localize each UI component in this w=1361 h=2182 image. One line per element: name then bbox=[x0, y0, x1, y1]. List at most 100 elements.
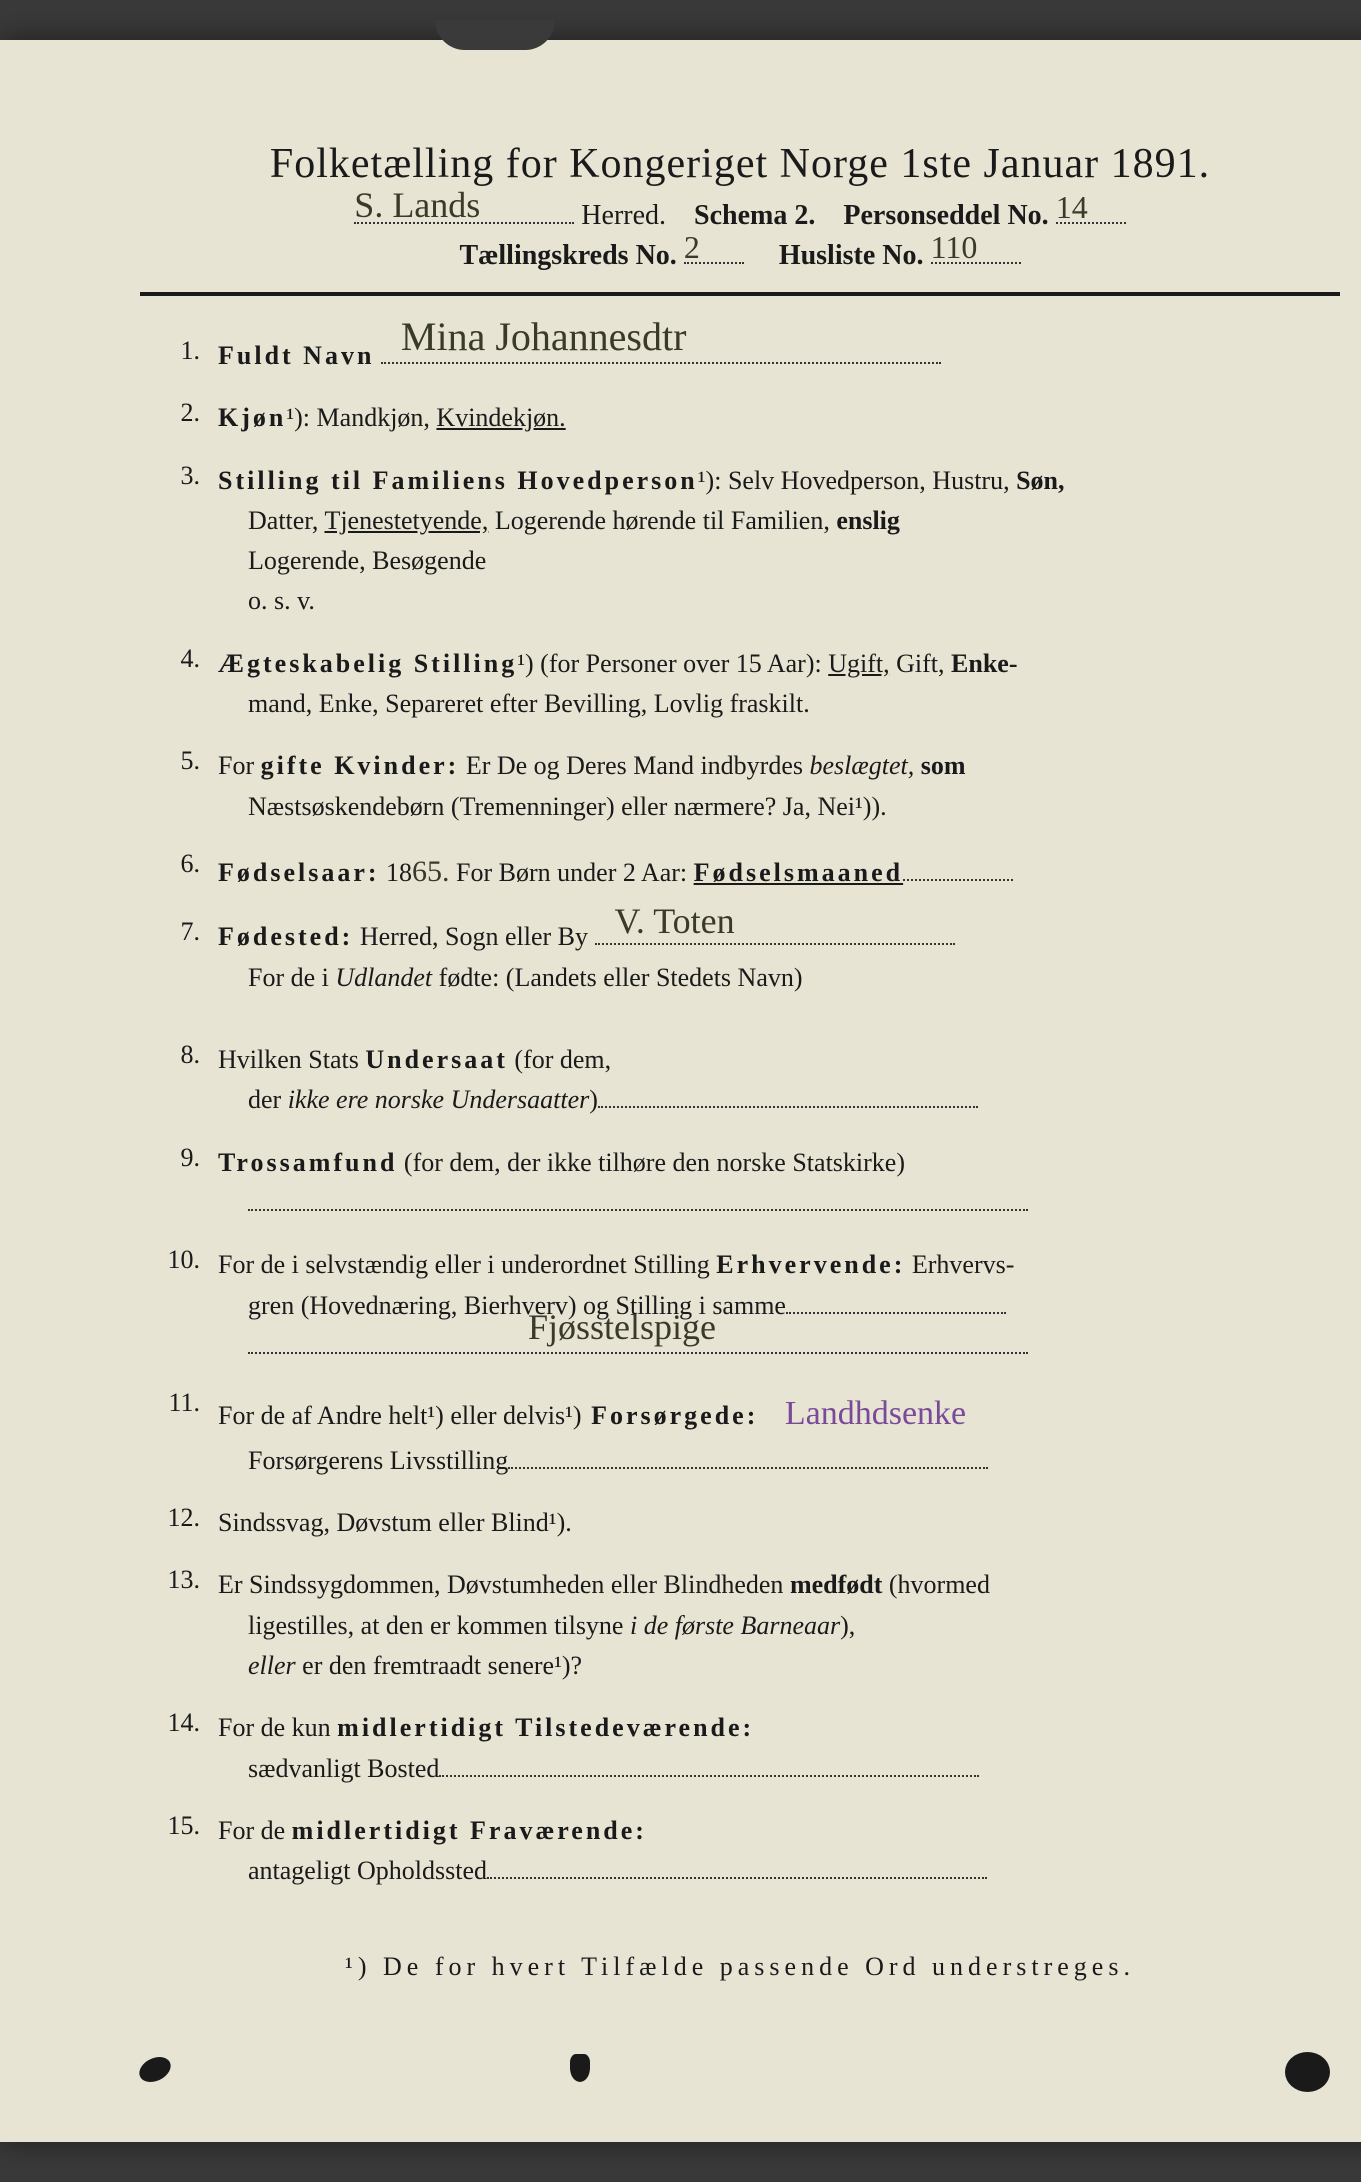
q6-text2: For Børn under 2 Aar: bbox=[450, 858, 694, 887]
q7-handwritten: V. Toten bbox=[615, 894, 735, 950]
q11-text2: eller delvis bbox=[444, 1401, 565, 1430]
q13-text1: Er Sindssygdommen, Døvstumheden eller Bl… bbox=[218, 1570, 790, 1599]
q6-prefix: 18 bbox=[380, 858, 413, 887]
ink-blob bbox=[570, 2054, 590, 2082]
personseddel-label: Personseddel No. bbox=[843, 200, 1048, 231]
q3-enslig: enslig bbox=[836, 506, 900, 535]
body-2: Kjøn¹): Mandkjøn, Kvindekjøn. bbox=[218, 398, 1340, 438]
num-11: 11. bbox=[140, 1388, 218, 1481]
divider bbox=[140, 292, 1340, 296]
q7-udl: Udlandet bbox=[335, 963, 432, 992]
num-13: 13. bbox=[140, 1565, 218, 1686]
body-14: For de kun midlertidigt Tilstedeværende:… bbox=[218, 1708, 1340, 1789]
q15-mid: midlertidigt Fraværende: bbox=[292, 1816, 647, 1845]
q11-field bbox=[508, 1467, 988, 1469]
sup1-4: ¹) bbox=[517, 649, 533, 678]
item-4: 4. Ægteskabelig Stilling¹) (for Personer… bbox=[140, 644, 1340, 725]
q10-field1 bbox=[786, 1312, 1006, 1314]
census-form-page: Folketælling for Kongeriget Norge 1ste J… bbox=[0, 40, 1361, 2142]
q7-text3: fødte: (Landets eller Stedets Navn) bbox=[432, 963, 802, 992]
item-1: 1. Fuldt Navn Mina Johannesdtr bbox=[140, 336, 1340, 376]
num-8: 8. bbox=[140, 1040, 218, 1121]
sup1-12: ¹) bbox=[549, 1508, 565, 1537]
q14-cont: sædvanligt Bosted bbox=[218, 1749, 1340, 1789]
q7-text2: For de i bbox=[248, 963, 335, 992]
body-5: For gifte Kvinder: Er De og Deres Mand i… bbox=[218, 746, 1340, 827]
q4-text1: (for Personer over 15 Aar): bbox=[534, 649, 829, 678]
q9-text: (for dem, der ikke tilhøre den norske St… bbox=[397, 1148, 905, 1177]
q10-text2: Erhvervs- bbox=[905, 1250, 1014, 1279]
q3-son: Søn, bbox=[1016, 466, 1064, 495]
personseddel-field: 14 bbox=[1056, 222, 1126, 224]
ink-blob bbox=[135, 2057, 174, 2082]
q8-ital: ikke ere norske Undersaatter bbox=[288, 1085, 590, 1114]
husliste-field: 110 bbox=[931, 262, 1021, 264]
schema-label: Schema 2. bbox=[694, 200, 815, 231]
q13-text3: ligestilles, at den er kommen tilsyne bbox=[248, 1611, 630, 1640]
q4-label: Ægteskabelig Stilling bbox=[218, 649, 517, 678]
q7-cont: For de i Udlandet fødte: (Landets eller … bbox=[218, 958, 1340, 998]
q13-text4: ), bbox=[840, 1611, 855, 1640]
num-5: 5. bbox=[140, 746, 218, 827]
q13-cont1: ligestilles, at den er kommen tilsyne i … bbox=[218, 1606, 1340, 1646]
q15-text1: For de bbox=[218, 1816, 292, 1845]
num-10: 10. bbox=[140, 1245, 218, 1366]
q4-ugift: Ugift, bbox=[828, 649, 889, 678]
num-4: 4. bbox=[140, 644, 218, 725]
item-7: 7. Fødested: Herred, Sogn eller By V. To… bbox=[140, 917, 1340, 998]
q7-label: Fødested: bbox=[218, 922, 353, 951]
q13-text5: er den fremtraadt senere bbox=[296, 1651, 554, 1680]
q3-cont1: Datter, Tjenestetyende, Logerende hørend… bbox=[218, 501, 1340, 541]
q9-cont bbox=[218, 1183, 1340, 1223]
item-5: 5. For gifte Kvinder: Er De og Deres Man… bbox=[140, 746, 1340, 827]
q13-cont2: eller er den fremtraadt senere¹)? bbox=[218, 1646, 1340, 1686]
q9-label: Trossamfund bbox=[218, 1148, 397, 1177]
sup1-3: ¹): bbox=[698, 466, 722, 495]
q6-handwritten: 65. bbox=[412, 849, 450, 896]
sup1-2: ¹): bbox=[286, 403, 310, 432]
q11-text3: Forsørgerens Livsstilling bbox=[248, 1446, 508, 1475]
q4-text2: Gift, bbox=[890, 649, 951, 678]
husliste-handwritten: 110 bbox=[931, 229, 978, 266]
q1-label: Fuldt Navn bbox=[218, 341, 374, 370]
body-8: Hvilken Stats Undersaat (for dem, der ik… bbox=[218, 1040, 1340, 1121]
q2-label: Kjøn bbox=[218, 403, 286, 432]
q11-fors: Forsørgede: bbox=[582, 1401, 759, 1430]
footnote: ¹) De for hvert Tilfælde passende Ord un… bbox=[140, 1952, 1340, 1982]
q10-cont2: Fjøsstelspige bbox=[218, 1326, 1340, 1366]
q8-text1: Hvilken Stats bbox=[218, 1045, 365, 1074]
body-4: Ægteskabelig Stilling¹) (for Personer ov… bbox=[218, 644, 1340, 725]
body-9: Trossamfund (for dem, der ikke tilhøre d… bbox=[218, 1143, 1340, 1224]
item-14: 14. For de kun midlertidigt Tilstedevære… bbox=[140, 1708, 1340, 1789]
herred-handwritten: S. Lands bbox=[354, 184, 480, 226]
q10-cont1: gren (Hovednæring, Bierhverv) og Stillin… bbox=[218, 1286, 1340, 1326]
q6-label: Fødselsaar: bbox=[218, 858, 380, 887]
q8-under: Undersaat bbox=[365, 1045, 508, 1074]
q10-erhv: Erhvervende: bbox=[716, 1250, 905, 1279]
q15-cont: antageligt Opholdssted bbox=[218, 1851, 1340, 1891]
body-13: Er Sindssygdommen, Døvstumheden eller Bl… bbox=[218, 1565, 1340, 1686]
sup1-11b: ¹) bbox=[565, 1401, 581, 1430]
num-7: 7. bbox=[140, 917, 218, 998]
num-15: 15. bbox=[140, 1811, 218, 1892]
q13-med: medfødt bbox=[790, 1570, 882, 1599]
q13-text2: (hvormed bbox=[882, 1570, 990, 1599]
q5-close: ). bbox=[871, 792, 886, 821]
header-line-herred: S. Lands Herred. Schema 2. Personseddel … bbox=[140, 200, 1340, 232]
q8-text2: (for dem, bbox=[508, 1045, 611, 1074]
kreds-handwritten: 2 bbox=[684, 229, 700, 266]
q3-text3: Logerende hørende til Familien, bbox=[488, 506, 836, 535]
body-3: Stilling til Familiens Hovedperson¹): Se… bbox=[218, 461, 1340, 622]
q13-eller: eller bbox=[248, 1651, 296, 1680]
q8-cont: der ikke ere norske Undersaatter) bbox=[218, 1080, 1340, 1120]
kreds-label: Tællingskreds No. bbox=[459, 240, 676, 271]
sup1-11a: ¹) bbox=[427, 1401, 443, 1430]
num-3: 3. bbox=[140, 461, 218, 622]
q5-som: som bbox=[914, 751, 965, 780]
item-8: 8. Hvilken Stats Undersaat (for dem, der… bbox=[140, 1040, 1340, 1121]
body-11: For de af Andre helt¹) eller delvis¹) Fo… bbox=[218, 1388, 1340, 1481]
ink-blob bbox=[1285, 2052, 1330, 2092]
q9-field bbox=[248, 1209, 1028, 1211]
q12-text: Sindssvag, Døvstum eller Blind bbox=[218, 1508, 549, 1537]
q14-text1: For de kun bbox=[218, 1713, 337, 1742]
